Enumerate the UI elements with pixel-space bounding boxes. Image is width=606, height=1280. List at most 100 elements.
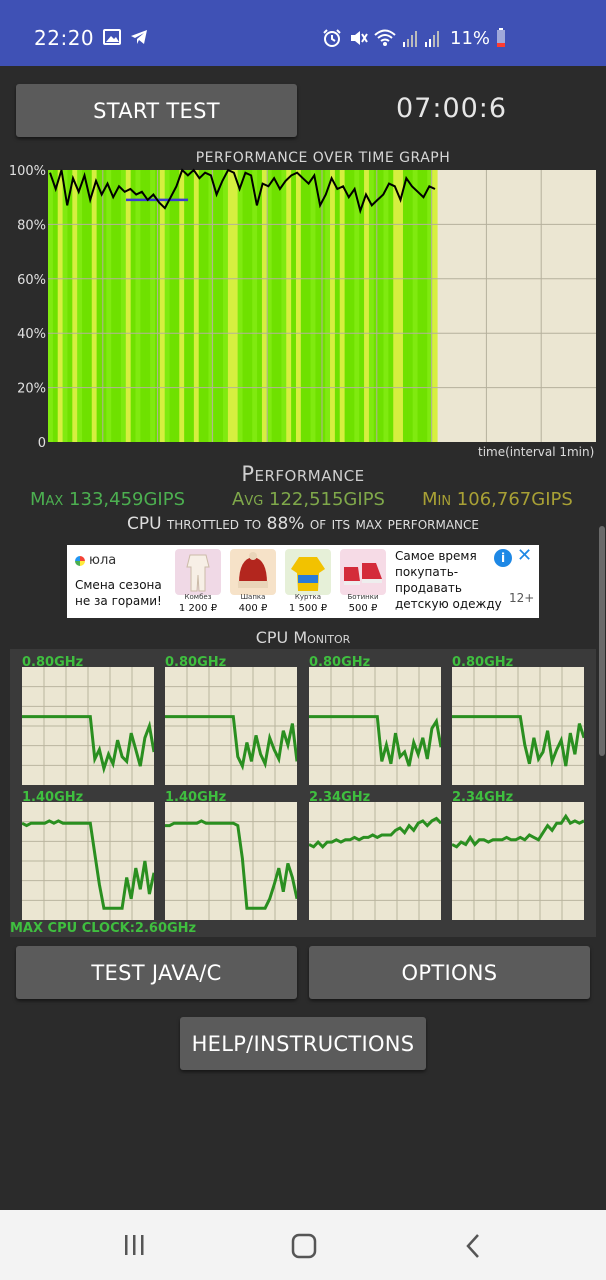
throughput-bar bbox=[417, 170, 424, 442]
throughput-bar bbox=[106, 170, 112, 442]
throughput-bar bbox=[116, 170, 122, 442]
core-frequency: 0.80GHz bbox=[309, 655, 371, 670]
ad-product-name: Ботинки bbox=[347, 593, 379, 601]
throughput-bar bbox=[179, 170, 185, 442]
throughput-bar bbox=[174, 170, 180, 442]
ad-banner[interactable]: юла Смена сезона не за горами! Комбез 1 … bbox=[67, 545, 539, 618]
throughput-bar bbox=[223, 170, 229, 442]
image-icon bbox=[103, 29, 121, 45]
close-icon[interactable]: ✕ bbox=[517, 545, 533, 566]
wifi-icon bbox=[374, 29, 396, 46]
status-time: 22:20 bbox=[34, 26, 95, 50]
start-test-button[interactable]: START TEST bbox=[16, 84, 297, 137]
core-frequency: 2.34GHz bbox=[452, 790, 514, 805]
yula-logo-icon bbox=[75, 555, 85, 566]
throughput-bar bbox=[427, 170, 433, 442]
test-java-button[interactable]: TEST JAVA/C bbox=[16, 946, 297, 999]
throughput-bar bbox=[266, 170, 273, 442]
throughput-bar bbox=[184, 170, 190, 442]
back-icon[interactable] bbox=[462, 1232, 486, 1260]
throughput-bar bbox=[91, 170, 98, 442]
core-frequency: 1.40GHz bbox=[22, 790, 84, 805]
throughput-bar bbox=[169, 170, 176, 442]
throughput-bar bbox=[349, 170, 355, 442]
throughput-bar bbox=[159, 170, 166, 442]
throughput-bar bbox=[189, 170, 195, 442]
ad-product[interactable]: Шапка 400 ₽ bbox=[226, 545, 280, 618]
throughput-bar bbox=[393, 170, 399, 442]
core-frequency-trace bbox=[165, 819, 297, 910]
info-icon[interactable]: i bbox=[494, 549, 512, 567]
signal-icon bbox=[403, 31, 417, 47]
options-button[interactable]: OPTIONS bbox=[309, 946, 590, 999]
throughput-bar bbox=[77, 170, 83, 442]
core-frequency: 0.80GHz bbox=[452, 655, 514, 670]
throughput-bar bbox=[398, 170, 404, 442]
max-cpu-clock: MAX CPU CLOCK:2.60GHz bbox=[10, 921, 197, 936]
ad-product[interactable]: Куртка 1 500 ₽ bbox=[281, 545, 335, 618]
throughput-bar bbox=[364, 170, 370, 442]
throughput-bar bbox=[203, 170, 210, 442]
throughput-bar bbox=[237, 170, 244, 442]
max-performance: Max 133,459GIPS bbox=[30, 489, 186, 510]
core-frequency-trace bbox=[22, 715, 154, 775]
throughput-bar bbox=[354, 170, 360, 442]
ad-product-price: 500 ₽ bbox=[348, 603, 378, 614]
throughput-bar bbox=[291, 170, 297, 442]
performance-heading: Performance bbox=[241, 462, 365, 486]
throughput-bar bbox=[378, 170, 385, 442]
ad-product-name: Куртка bbox=[294, 593, 322, 601]
signal-icon bbox=[425, 31, 439, 47]
throughput-bar bbox=[125, 170, 132, 442]
hat-image bbox=[230, 549, 276, 595]
throughput-bar bbox=[315, 170, 321, 442]
recent-apps-icon[interactable] bbox=[122, 1232, 146, 1258]
throughput-bar bbox=[383, 170, 389, 442]
throughput-bar bbox=[402, 170, 409, 442]
core-frequency-trace bbox=[452, 715, 584, 768]
throughput-bar bbox=[218, 170, 224, 442]
throughput-bar bbox=[334, 170, 341, 442]
help-instructions-button[interactable]: HELP/INSTRUCTIONS bbox=[180, 1017, 426, 1070]
avg-performance: Avg 122,515GIPS bbox=[232, 489, 385, 510]
throughput-bar bbox=[368, 170, 375, 442]
core-graph bbox=[452, 802, 584, 920]
core-graph bbox=[309, 802, 441, 920]
jacket-image bbox=[285, 549, 331, 595]
throughput-bar bbox=[52, 170, 59, 442]
y-tick-label: 100% bbox=[9, 164, 46, 179]
scrollbar[interactable] bbox=[599, 526, 605, 756]
ad-product-name: Комбез bbox=[184, 593, 212, 601]
home-icon[interactable] bbox=[290, 1232, 318, 1260]
ad-product[interactable]: Комбез 1 200 ₽ bbox=[171, 545, 225, 618]
throughput-bar bbox=[310, 170, 317, 442]
ad-age-rating: 12+ bbox=[509, 591, 535, 605]
telegram-icon bbox=[131, 30, 147, 44]
throughput-bar bbox=[62, 170, 69, 442]
throughput-bar bbox=[247, 170, 253, 442]
core-frequency-trace bbox=[309, 715, 441, 767]
throughput-bar bbox=[150, 170, 156, 442]
throughput-bar bbox=[111, 170, 117, 442]
throughput-bar bbox=[271, 170, 278, 442]
core-frequency-trace bbox=[452, 813, 584, 849]
throughput-bar bbox=[213, 170, 219, 442]
ad-product[interactable]: Ботинки 500 ₽ bbox=[336, 545, 390, 618]
throughput-bar bbox=[252, 170, 258, 442]
throughput-bar bbox=[339, 170, 346, 442]
core-frequency: 0.80GHz bbox=[22, 655, 84, 670]
battery-percent: 11% bbox=[450, 27, 491, 49]
throughput-bar bbox=[407, 170, 414, 442]
core-graph bbox=[165, 667, 297, 785]
status-icons: 11% bbox=[322, 26, 506, 50]
app-content: START TEST 07:00:6 PERFORMANCE OVER TIME… bbox=[0, 66, 606, 1210]
ad-product-price: 1 500 ₽ bbox=[288, 603, 328, 614]
throughput-bar bbox=[120, 170, 127, 442]
ad-tagline: Смена сезона не за горами! bbox=[75, 578, 162, 608]
throughput-bar bbox=[57, 170, 64, 442]
y-tick-label: 80% bbox=[17, 218, 46, 233]
throttle-summary: CPU throttled to 88% of its max performa… bbox=[126, 514, 479, 534]
navigation-bar bbox=[0, 1210, 606, 1280]
battery-low-icon bbox=[497, 28, 506, 47]
throughput-bar bbox=[300, 170, 307, 442]
